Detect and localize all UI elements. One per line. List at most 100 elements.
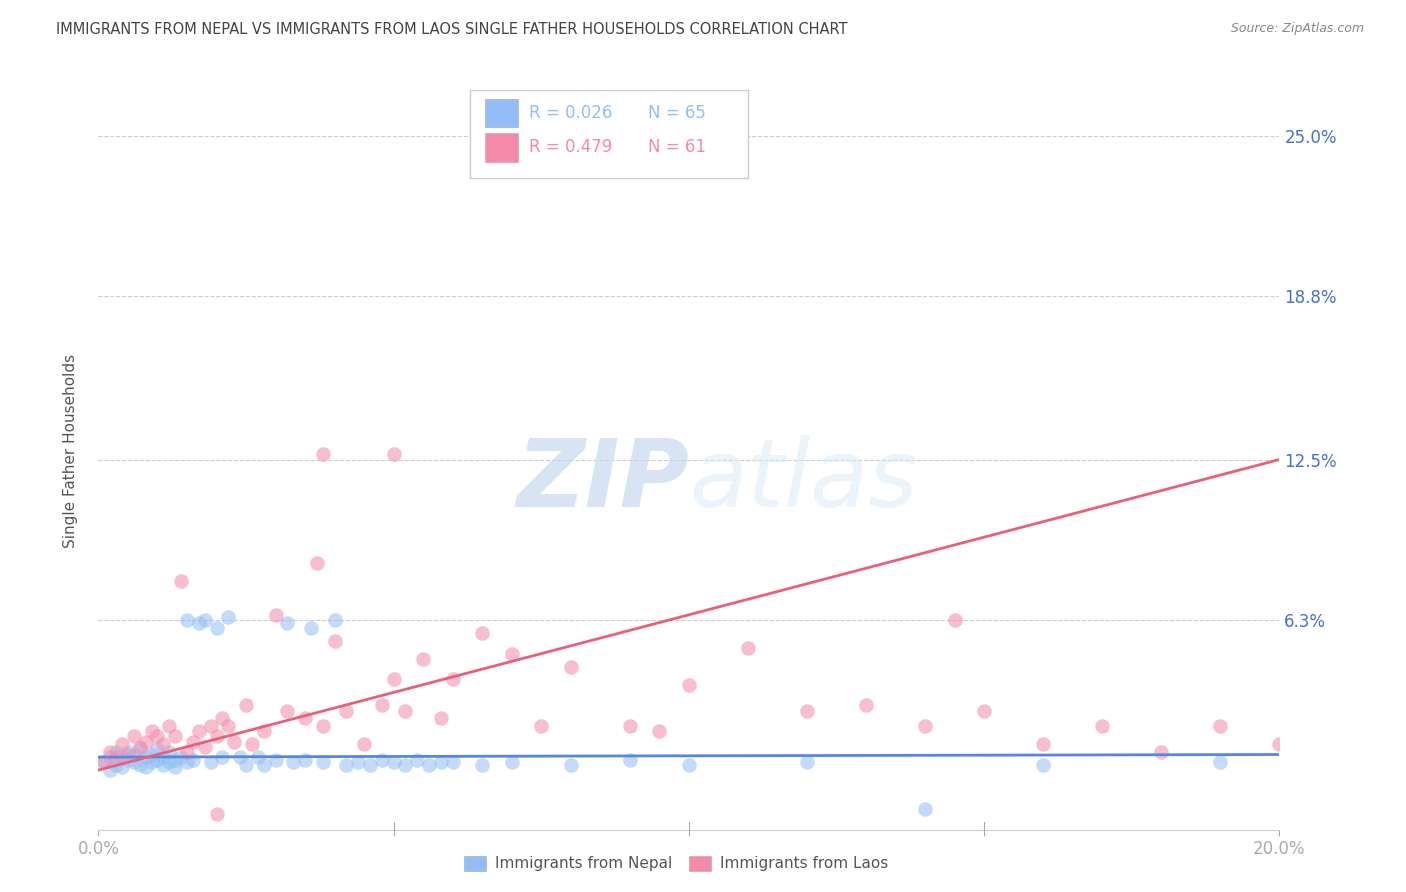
Text: N = 65: N = 65 bbox=[648, 104, 706, 122]
Point bbox=[1032, 757, 1054, 772]
Point bbox=[165, 760, 187, 774]
Point bbox=[217, 610, 239, 624]
Point bbox=[796, 756, 818, 770]
Point bbox=[105, 750, 128, 764]
Point bbox=[165, 730, 187, 744]
Point bbox=[205, 621, 228, 635]
Point bbox=[359, 757, 381, 772]
Point bbox=[312, 447, 335, 461]
Point bbox=[1091, 719, 1114, 733]
Point bbox=[122, 756, 145, 770]
FancyBboxPatch shape bbox=[471, 90, 748, 178]
Point bbox=[235, 757, 257, 772]
Point bbox=[157, 756, 180, 770]
Point bbox=[98, 763, 121, 777]
Point bbox=[943, 613, 966, 627]
Point bbox=[394, 757, 416, 772]
Point bbox=[796, 704, 818, 718]
Point bbox=[152, 737, 174, 751]
Point bbox=[117, 753, 139, 767]
Point bbox=[93, 756, 115, 770]
Point bbox=[146, 742, 169, 756]
Point bbox=[441, 673, 464, 687]
Point bbox=[165, 753, 187, 767]
Point bbox=[93, 756, 115, 770]
Point bbox=[187, 724, 209, 739]
Point bbox=[194, 739, 217, 754]
Point bbox=[98, 750, 121, 764]
Point bbox=[678, 757, 700, 772]
Y-axis label: Single Father Households: Single Father Households bbox=[63, 353, 77, 548]
Point bbox=[371, 698, 394, 713]
Point bbox=[1209, 756, 1232, 770]
Point bbox=[141, 747, 163, 762]
Point bbox=[305, 556, 328, 570]
Point bbox=[299, 621, 322, 635]
Point bbox=[152, 757, 174, 772]
Point bbox=[135, 760, 157, 774]
Point bbox=[105, 757, 128, 772]
Point bbox=[170, 574, 193, 589]
Point bbox=[111, 737, 134, 751]
Point bbox=[117, 747, 139, 762]
Point bbox=[240, 737, 263, 751]
Point bbox=[323, 613, 346, 627]
Point bbox=[530, 719, 553, 733]
Point bbox=[205, 807, 228, 822]
Point bbox=[855, 698, 877, 713]
Point bbox=[353, 737, 375, 751]
Text: Immigrants from Laos: Immigrants from Laos bbox=[720, 856, 889, 871]
Text: atlas: atlas bbox=[689, 435, 917, 526]
Point bbox=[253, 757, 276, 772]
Text: R = 0.479: R = 0.479 bbox=[530, 138, 613, 156]
Point bbox=[181, 734, 204, 748]
Point bbox=[335, 704, 357, 718]
Point bbox=[276, 704, 298, 718]
Bar bbox=[485, 99, 517, 128]
Point bbox=[1150, 745, 1173, 759]
Point bbox=[294, 711, 316, 725]
Point bbox=[501, 647, 523, 661]
Point bbox=[418, 757, 440, 772]
Point bbox=[122, 730, 145, 744]
Bar bbox=[485, 133, 517, 161]
Point bbox=[335, 757, 357, 772]
Point bbox=[128, 739, 150, 754]
Point bbox=[394, 704, 416, 718]
Point bbox=[152, 750, 174, 764]
Point bbox=[973, 704, 995, 718]
Point bbox=[205, 730, 228, 744]
Point bbox=[105, 745, 128, 759]
Point bbox=[914, 719, 936, 733]
Point bbox=[276, 615, 298, 630]
Point bbox=[235, 698, 257, 713]
Point bbox=[157, 745, 180, 759]
Point bbox=[294, 753, 316, 767]
Point bbox=[122, 747, 145, 762]
Point bbox=[430, 711, 453, 725]
Point bbox=[117, 745, 139, 759]
Text: Immigrants from Nepal: Immigrants from Nepal bbox=[495, 856, 672, 871]
Point bbox=[312, 719, 335, 733]
Point bbox=[135, 734, 157, 748]
Point bbox=[1209, 719, 1232, 733]
Point bbox=[648, 724, 671, 739]
Text: ZIP: ZIP bbox=[516, 434, 689, 527]
Point bbox=[181, 753, 204, 767]
Point bbox=[382, 447, 405, 461]
Point bbox=[246, 750, 269, 764]
Point bbox=[914, 802, 936, 816]
Point bbox=[111, 760, 134, 774]
Point bbox=[412, 652, 434, 666]
Point bbox=[406, 753, 429, 767]
Text: N = 61: N = 61 bbox=[648, 138, 706, 156]
Point bbox=[501, 756, 523, 770]
Point bbox=[229, 750, 252, 764]
Point bbox=[224, 734, 246, 748]
Point bbox=[253, 724, 276, 739]
Point bbox=[157, 719, 180, 733]
Point bbox=[264, 607, 287, 622]
Text: Source: ZipAtlas.com: Source: ZipAtlas.com bbox=[1230, 22, 1364, 36]
Point bbox=[176, 745, 198, 759]
Point bbox=[135, 750, 157, 764]
